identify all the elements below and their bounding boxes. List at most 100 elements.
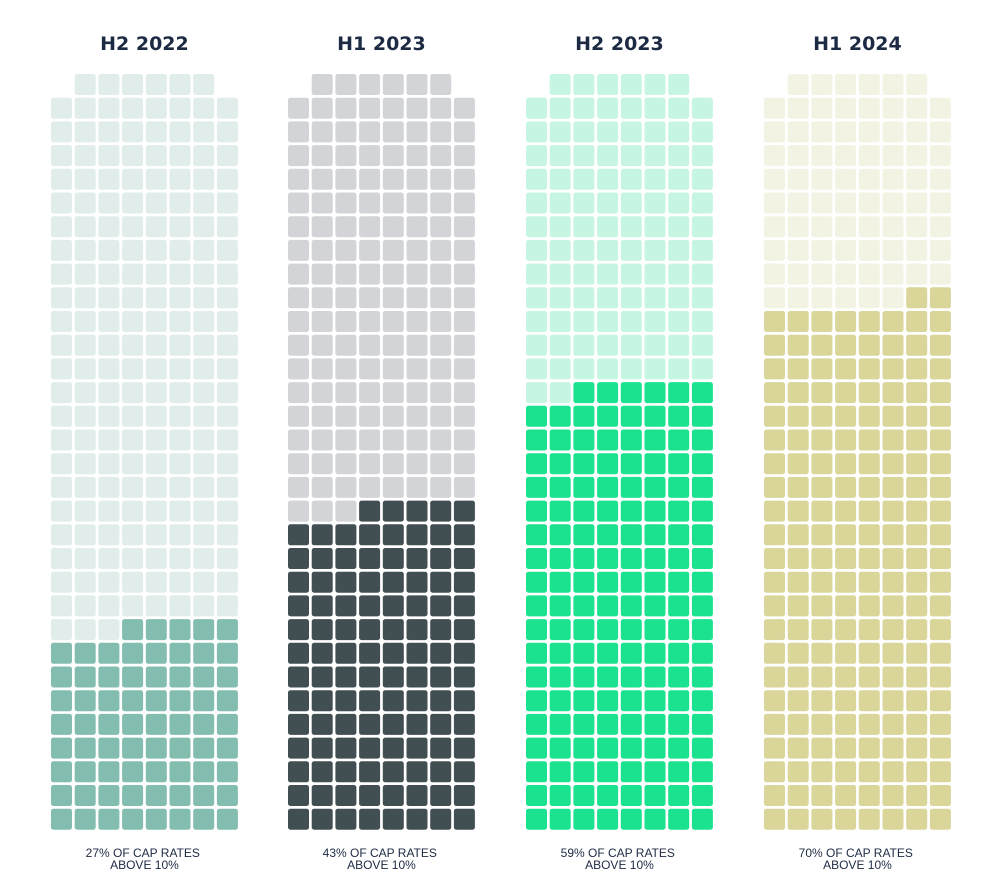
empty-square — [51, 595, 72, 617]
filled-square — [311, 808, 333, 830]
empty-square — [51, 548, 72, 569]
filled-square — [597, 642, 619, 664]
empty-square — [74, 500, 96, 522]
filled-square — [382, 808, 404, 830]
empty-square — [573, 216, 595, 238]
empty-square — [549, 145, 571, 167]
empty-square — [597, 192, 619, 214]
empty-square — [193, 595, 215, 617]
filled-square — [906, 761, 928, 783]
empty-square — [74, 358, 96, 380]
filled-square — [882, 429, 904, 451]
filled-square — [597, 548, 619, 569]
empty-square — [811, 97, 833, 119]
empty-square — [929, 192, 951, 214]
empty-square — [382, 405, 404, 427]
filled-square — [311, 785, 333, 806]
filled-square — [929, 690, 951, 712]
filled-square — [764, 429, 785, 451]
filled-square — [835, 571, 857, 593]
filled-square — [453, 619, 475, 641]
filled-square — [288, 713, 309, 735]
filled-square — [620, 666, 642, 688]
filled-square — [145, 761, 167, 783]
filled-square — [526, 453, 547, 475]
filled-square — [764, 358, 785, 380]
empty-square — [453, 382, 475, 404]
empty-square — [382, 168, 404, 190]
empty-square — [145, 595, 167, 617]
filled-square — [835, 429, 857, 451]
filled-square — [406, 548, 428, 569]
empty-square — [288, 429, 309, 451]
empty-square — [620, 168, 642, 190]
filled-square — [906, 453, 928, 475]
filled-square — [311, 571, 333, 593]
empty-square — [668, 168, 690, 190]
empty-square — [644, 358, 666, 380]
filled-square — [906, 524, 928, 546]
filled-square — [906, 642, 928, 664]
empty-square — [74, 192, 96, 214]
empty-square — [122, 263, 144, 285]
filled-square — [691, 713, 713, 735]
filled-square — [406, 595, 428, 617]
filled-square — [882, 311, 904, 332]
filled-square — [644, 642, 666, 664]
waffle-squares — [764, 74, 951, 830]
filled-square — [929, 548, 951, 569]
filled-square — [811, 429, 833, 451]
empty-square — [288, 145, 309, 167]
filled-square — [835, 690, 857, 712]
empty-square — [787, 74, 809, 95]
filled-square — [620, 761, 642, 783]
empty-square — [691, 287, 713, 309]
filled-square — [406, 571, 428, 593]
filled-square — [787, 690, 809, 712]
filled-square — [882, 666, 904, 688]
filled-square — [691, 429, 713, 451]
filled-square — [787, 808, 809, 830]
filled-square — [811, 405, 833, 427]
empty-square — [193, 429, 215, 451]
filled-square — [811, 761, 833, 783]
filled-square — [74, 642, 96, 664]
empty-square — [169, 548, 191, 569]
filled-square — [597, 571, 619, 593]
empty-square — [145, 500, 167, 522]
empty-square — [644, 145, 666, 167]
empty-square — [573, 192, 595, 214]
filled-square — [764, 524, 785, 546]
filled-square — [597, 619, 619, 641]
filled-square — [668, 500, 690, 522]
filled-square — [335, 571, 357, 593]
filled-square — [811, 713, 833, 735]
empty-square — [145, 524, 167, 546]
filled-square — [430, 713, 452, 735]
empty-square — [453, 263, 475, 285]
empty-square — [51, 405, 72, 427]
filled-square — [906, 382, 928, 404]
empty-square — [526, 358, 547, 380]
empty-square — [835, 74, 857, 95]
empty-square — [169, 145, 191, 167]
filled-square — [193, 666, 215, 688]
filled-square — [764, 666, 785, 688]
filled-square — [620, 595, 642, 617]
filled-square — [691, 405, 713, 427]
filled-square — [74, 761, 96, 783]
empty-square — [453, 476, 475, 498]
filled-square — [764, 737, 785, 759]
empty-square — [787, 192, 809, 214]
filled-square — [691, 808, 713, 830]
empty-square — [359, 192, 381, 214]
filled-square — [668, 619, 690, 641]
empty-square — [406, 453, 428, 475]
empty-square — [406, 405, 428, 427]
filled-square — [906, 476, 928, 498]
caption-line-1: 43% OF CAP RATES — [323, 846, 437, 860]
empty-square — [335, 239, 357, 261]
empty-square — [145, 97, 167, 119]
empty-square — [597, 239, 619, 261]
filled-square — [359, 761, 381, 783]
